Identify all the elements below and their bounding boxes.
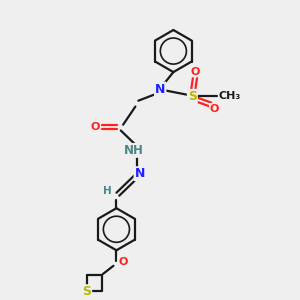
Text: N: N	[155, 82, 165, 95]
Text: O: O	[190, 67, 200, 76]
Text: NH: NH	[123, 144, 143, 157]
Text: N: N	[135, 167, 145, 180]
Text: O: O	[118, 257, 128, 267]
Text: CH₃: CH₃	[219, 91, 241, 101]
Text: S: S	[82, 285, 91, 298]
Text: O: O	[91, 122, 100, 132]
Text: S: S	[188, 90, 197, 103]
Text: O: O	[210, 104, 219, 114]
Text: H: H	[103, 186, 111, 196]
